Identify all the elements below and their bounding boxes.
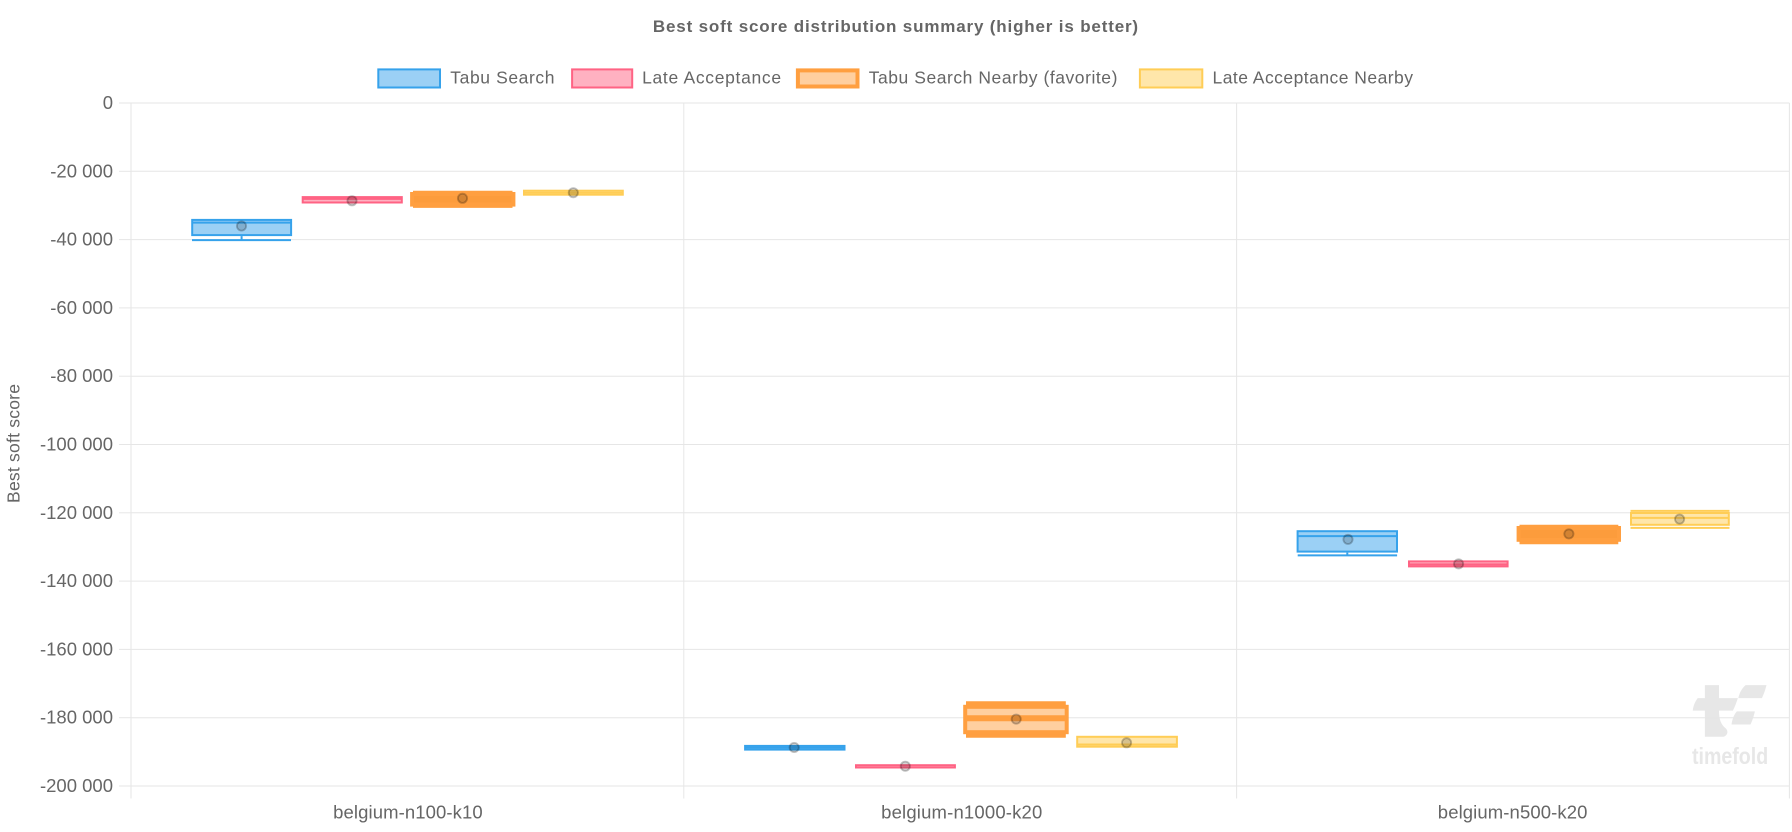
svg-text:-20 000: -20 000 bbox=[50, 160, 113, 181]
svg-text:-160 000: -160 000 bbox=[40, 638, 113, 659]
svg-text:-100 000: -100 000 bbox=[40, 434, 113, 455]
svg-text:-40 000: -40 000 bbox=[50, 229, 113, 250]
svg-text:Best soft score distribution s: Best soft score distribution summary (hi… bbox=[653, 17, 1138, 36]
svg-text:-200 000: -200 000 bbox=[40, 775, 113, 796]
svg-text:Best soft score: Best soft score bbox=[4, 384, 24, 503]
svg-text:Tabu Search: Tabu Search bbox=[450, 68, 554, 88]
svg-text:0: 0 bbox=[103, 92, 113, 113]
svg-text:-120 000: -120 000 bbox=[40, 502, 113, 523]
svg-text:belgium-n100-k10: belgium-n100-k10 bbox=[333, 802, 483, 823]
svg-text:belgium-n500-k20: belgium-n500-k20 bbox=[1438, 802, 1588, 823]
svg-text:-180 000: -180 000 bbox=[40, 707, 113, 728]
svg-text:belgium-n1000-k20: belgium-n1000-k20 bbox=[881, 802, 1042, 823]
svg-text:-60 000: -60 000 bbox=[50, 297, 113, 318]
svg-text:Late Acceptance: Late Acceptance bbox=[642, 68, 781, 88]
svg-text:Tabu Search Nearby (favorite): Tabu Search Nearby (favorite) bbox=[869, 68, 1118, 88]
svg-text:timefold: timefold bbox=[1692, 743, 1768, 769]
svg-text:Late Acceptance Nearby: Late Acceptance Nearby bbox=[1213, 68, 1414, 88]
svg-text:-80 000: -80 000 bbox=[50, 365, 113, 386]
svg-text:-140 000: -140 000 bbox=[40, 570, 113, 591]
